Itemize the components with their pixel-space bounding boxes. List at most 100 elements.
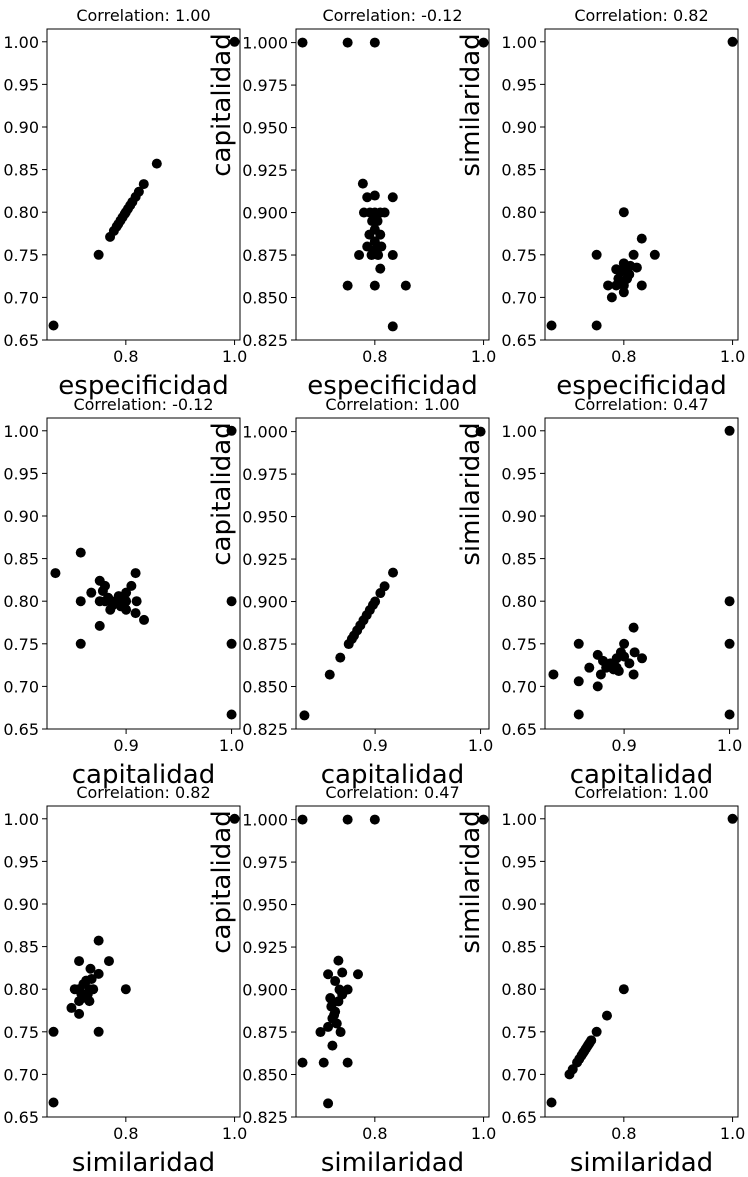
data-point (364, 229, 375, 240)
data-point (299, 710, 310, 721)
y-tick-label: 0.900 (242, 204, 288, 223)
subplot-3: 0.65 0.70 0.75 0.80 0.85 0.90 0.95 1.00 0.8 1.0 Co… (456, 6, 745, 401)
y-tick-label: 1.000 (242, 34, 288, 53)
y-tick-label: 0.70 (501, 677, 537, 696)
data-point (342, 37, 353, 48)
data-point (74, 1008, 85, 1019)
plot-frame (46, 805, 241, 1118)
y-tick-label: 0.80 (501, 592, 537, 611)
plot-frame (544, 28, 739, 341)
data-point (48, 320, 59, 331)
y-tick-label: 0.80 (501, 203, 537, 222)
data-point (330, 976, 341, 987)
data-point (130, 608, 141, 619)
plot-frame (544, 805, 739, 1118)
x-tick-label: 1.0 (720, 1124, 745, 1143)
data-point (624, 658, 635, 669)
data-point (631, 262, 642, 273)
x-tick-label: 0.9 (113, 736, 138, 755)
y-tick-label: 0.925 (242, 161, 288, 180)
y-axis-label: similaridad (456, 810, 486, 953)
data-point (100, 580, 111, 591)
data-point (592, 681, 603, 692)
y-tick-label: 0.75 (501, 246, 537, 265)
data-point (724, 638, 735, 649)
y-tick-label: 0.95 (501, 75, 537, 94)
data-point (475, 426, 486, 437)
data-point (88, 984, 99, 995)
y-tick-label: 0.950 (242, 119, 288, 138)
data-point (618, 984, 629, 995)
y-tick-label: 0.75 (501, 1023, 537, 1042)
data-point (629, 647, 640, 658)
data-point (327, 996, 338, 1007)
subplot-title: Correlation: 1.00 (325, 395, 459, 414)
data-point (226, 425, 237, 436)
data-point (649, 249, 660, 260)
x-axis-label: especificidad (556, 371, 726, 401)
y-tick-label: 1.00 (3, 422, 39, 441)
y-tick-label: 0.850 (242, 289, 288, 308)
y-tick-label: 0.70 (3, 1065, 39, 1084)
data-point (591, 1026, 602, 1037)
data-point (478, 37, 489, 48)
y-tick-label: 0.70 (501, 288, 537, 307)
y-tick-label: 0.950 (242, 508, 288, 527)
y-tick-label: 0.80 (501, 980, 537, 999)
x-tick-label: 0.9 (362, 736, 387, 755)
y-tick-label: 0.75 (3, 1023, 39, 1042)
y-tick-label: 0.65 (501, 1108, 537, 1127)
y-tick-label: 0.825 (242, 720, 288, 739)
data-point (727, 813, 738, 824)
data-point (84, 996, 95, 1007)
data-point (387, 192, 398, 203)
y-tick-label: 0.75 (3, 246, 39, 265)
data-point (226, 709, 237, 720)
data-point (93, 1026, 104, 1037)
data-point (354, 250, 365, 261)
data-point (546, 1097, 557, 1108)
data-point (369, 814, 380, 825)
y-axis-label: similaridad (456, 422, 486, 565)
data-point (93, 968, 104, 979)
data-point (48, 1097, 59, 1108)
data-point (584, 662, 595, 673)
y-tick-label: 0.85 (3, 938, 39, 957)
y-tick-label: 0.95 (501, 464, 537, 483)
y-tick-label: 0.75 (3, 635, 39, 654)
x-tick-label: 0.8 (611, 1124, 636, 1143)
data-point (372, 216, 383, 227)
data-point (126, 580, 137, 591)
data-point (603, 280, 614, 291)
data-point (388, 567, 399, 578)
data-point (327, 1040, 338, 1051)
y-tick-label: 0.875 (242, 635, 288, 654)
x-tick-label: 1.0 (471, 347, 496, 366)
data-point (75, 547, 86, 558)
data-point (333, 955, 344, 966)
data-point (619, 638, 630, 649)
data-point (573, 638, 584, 649)
y-tick-label: 0.850 (242, 1066, 288, 1085)
y-axis-label: capitalidad (207, 810, 237, 953)
x-tick-label: 0.8 (362, 347, 387, 366)
x-axis-label: similaridad (570, 1148, 713, 1177)
data-point (369, 37, 380, 48)
y-tick-label: 0.90 (501, 118, 537, 137)
data-point (76, 988, 87, 999)
y-tick-label: 0.825 (242, 1108, 288, 1127)
data-point (334, 984, 345, 995)
data-point (297, 814, 308, 825)
subplot-title: Correlation: -0.12 (322, 6, 462, 25)
y-tick-label: 0.85 (501, 161, 537, 180)
data-point (586, 1035, 597, 1046)
data-point (628, 622, 639, 633)
subplot-6: 0.65 0.70 0.75 0.80 0.85 0.90 0.95 1.00 0.9 1.0 Co… (456, 395, 742, 790)
y-tick-label: 0.70 (3, 288, 39, 307)
y-tick-label: 0.875 (242, 1023, 288, 1042)
y-tick-label: 0.925 (242, 938, 288, 957)
subplot-title: Correlation: 0.47 (325, 783, 459, 802)
subplot-4: 0.65 0.70 0.75 0.80 0.85 0.90 0.95 1.00 0.9 1.0 Co… (3, 395, 244, 790)
data-point (724, 596, 735, 607)
data-point (618, 207, 629, 218)
